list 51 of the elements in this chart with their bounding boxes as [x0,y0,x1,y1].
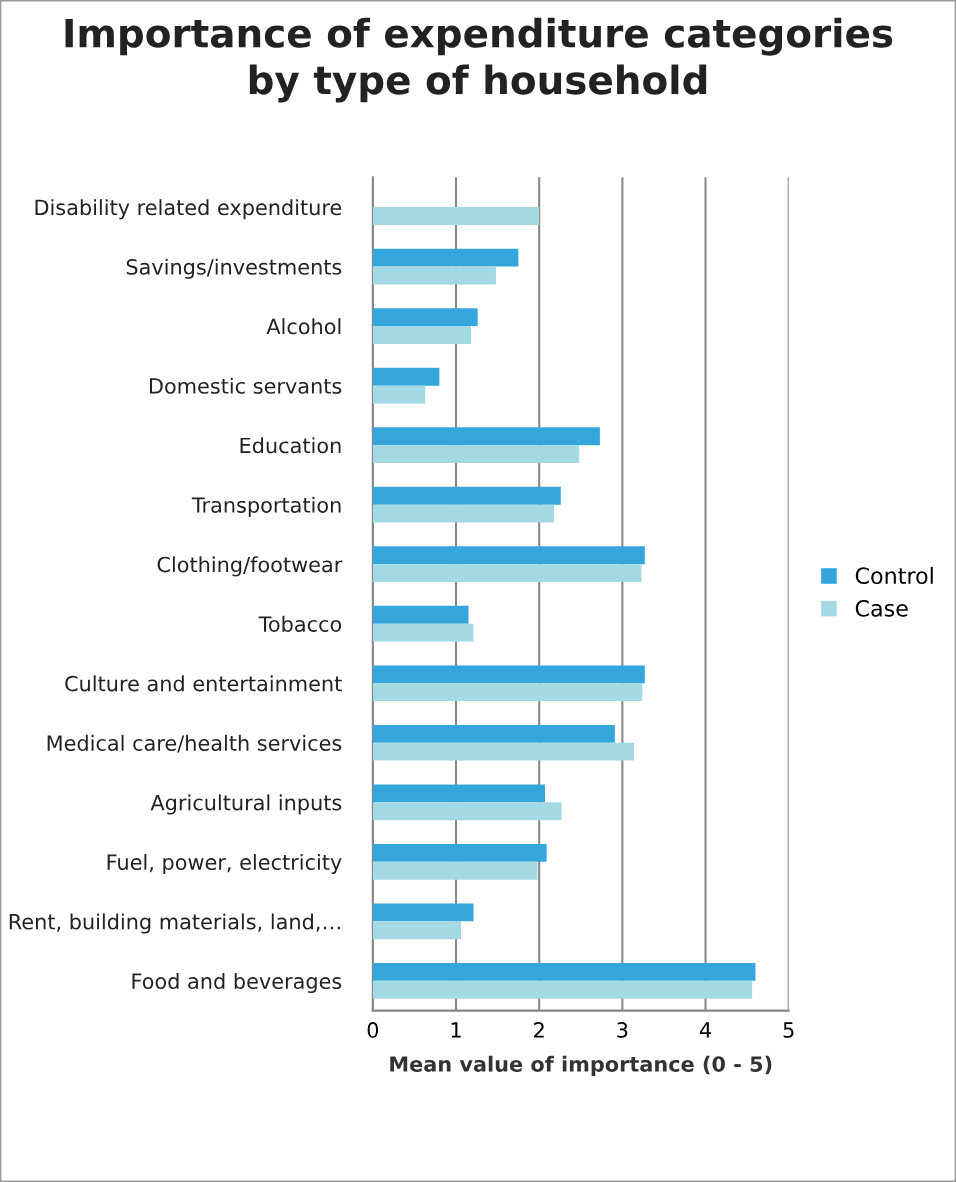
y-tick-label: Food and beverages [132,972,342,994]
y-tick-label: Domestic servants [149,377,342,394]
legend-label: Case [855,599,908,617]
y-tick-label: Fuel, power, electricity [107,853,342,875]
bar [372,427,600,446]
bar [372,665,645,684]
bar [372,724,615,743]
y-tick-label: Alcohol [266,318,341,335]
bar [372,504,555,523]
y-tick-label: Disability related expenditure [35,199,342,220]
bar [372,266,496,285]
y-tick-label: Tobacco [258,615,342,632]
x-tick-label: 5 [783,1022,794,1038]
y-tick-label: Rent, building materials, land,… [9,913,340,934]
y-tick-label: Education [240,437,341,454]
bar [372,546,645,565]
bar [372,248,519,267]
bar [372,843,547,862]
bar [372,683,643,702]
bar [372,784,546,803]
bar [372,445,580,464]
y-tick-label: Medical care/health services [47,734,342,753]
y-tick-label: Transportation [191,496,341,517]
bar [372,486,561,505]
chart-title: Importance of expenditure categories by type of household [65,17,893,103]
bar [372,962,756,981]
y-tick-label: Agricultural inputs [150,794,342,815]
legend-label: Control [855,566,933,585]
x-tick-label: 4 [699,1022,711,1038]
bar [372,921,461,940]
bar [372,385,426,404]
bar [372,326,471,344]
x-tick-label: 0 [367,1022,379,1038]
bar [372,623,474,642]
x-tick-label: 3 [617,1022,628,1038]
bar [372,861,538,880]
y-tick-label: Savings/investments [126,258,342,279]
bar [372,207,540,225]
x-tick-label: 1 [451,1022,461,1038]
x-axis-title: Mean value of importance (0 - 5) [390,1055,772,1076]
bar [372,605,469,624]
bar [372,367,440,386]
bar [372,802,562,821]
bar [372,903,474,922]
bar [372,980,753,999]
bar [372,564,642,583]
y-tick-label: Clothing/footwear [157,556,343,577]
bar [372,308,478,327]
bar [372,742,634,761]
y-tick-label: Culture and entertainment [65,675,342,692]
x-tick-label: 2 [534,1022,544,1038]
